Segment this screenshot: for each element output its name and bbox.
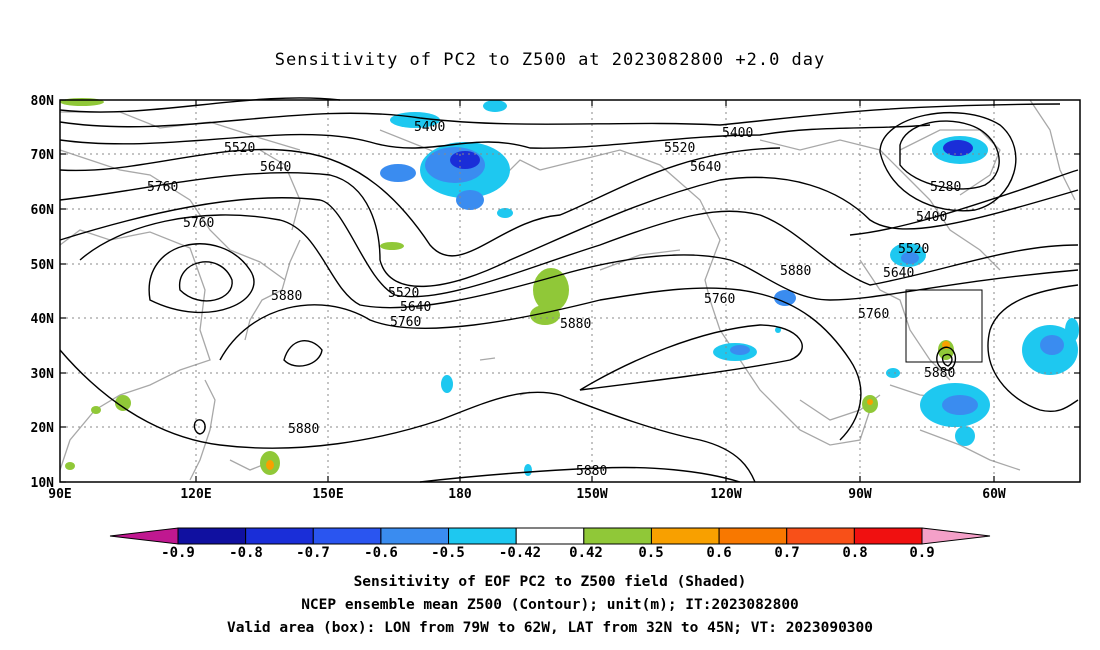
contour-label: 5880 xyxy=(576,464,607,479)
colorbar-label: 0.5 xyxy=(638,545,663,561)
contour-label: 5520 xyxy=(388,286,419,301)
lat-label-60n: 60N xyxy=(31,203,55,218)
contour-label: 5400 xyxy=(916,210,947,225)
colorbar-label: 0.42 xyxy=(569,545,603,561)
map-frame xyxy=(59,99,1081,483)
contour-label: 5520 xyxy=(224,141,255,156)
colorbar: -0.9 -0.8 -0.7 -0.6 -0.5 -0.42 0.42 0.5 … xyxy=(109,527,991,561)
contour-label: 5880 xyxy=(780,264,811,279)
lat-label-70n: 70N xyxy=(31,148,55,163)
contour-label: 5880 xyxy=(924,366,955,381)
colorbar-label: 0.8 xyxy=(842,545,867,561)
colorbar-segment xyxy=(312,527,382,545)
contour-label: 5640 xyxy=(400,300,431,315)
plot-title: Sensitivity of PC2 to Z500 at 2023082800… xyxy=(274,50,826,70)
contour-label: 5760 xyxy=(704,292,735,307)
colorbar-segment xyxy=(786,527,855,545)
graticule xyxy=(60,100,1080,482)
colorbar-segment xyxy=(380,527,450,545)
sensitivity-shading xyxy=(60,98,1079,476)
contour-label: 5400 xyxy=(414,120,445,135)
colorbar-segment xyxy=(245,527,314,545)
colorbar-label: -0.6 xyxy=(364,545,398,561)
colorbar-segment xyxy=(650,527,720,545)
lon-label-150w: 150W xyxy=(576,487,607,502)
latitude-labels: 80N 70N 60N 50N 40N 30N 20N 10N xyxy=(31,94,55,491)
contour-label: 5520 xyxy=(898,242,929,257)
contour-label: 5640 xyxy=(883,266,914,281)
caption-line-3: Valid area (box): LON from 79W to 62W, L… xyxy=(226,620,873,636)
colorbar-segment xyxy=(177,527,247,545)
contour-label: 5280 xyxy=(930,180,961,195)
longitude-labels: 90E 120E 150E 180 150W 120W 90W 60W xyxy=(48,487,1006,502)
contour-label: 5520 xyxy=(664,141,695,156)
map-panel: 5400 5400 5520 5520 5640 5640 5760 5760 … xyxy=(31,94,1081,502)
colorbar-segment xyxy=(515,527,585,545)
contour-label: 5640 xyxy=(260,160,291,175)
colorbar-high-extend xyxy=(921,527,991,545)
colorbar-low-extend xyxy=(109,527,179,545)
contour-label-group: 5400 5400 5520 5520 5640 5640 5760 5760 … xyxy=(147,120,961,479)
caption-line-2: NCEP ensemble mean Z500 (Contour); unit(… xyxy=(301,597,799,613)
lat-label-80n: 80N xyxy=(31,94,55,109)
contour-label: 5880 xyxy=(288,422,319,437)
colorbar-segment xyxy=(853,527,923,545)
contour-label: 5400 xyxy=(722,126,753,141)
colorbar-label: -0.42 xyxy=(499,545,541,561)
lat-label-20n: 20N xyxy=(31,421,55,436)
lon-label-120e: 120E xyxy=(180,487,211,502)
lon-label-90w: 90W xyxy=(848,487,872,502)
colorbar-label: 0.6 xyxy=(706,545,731,561)
lon-label-120w: 120W xyxy=(710,487,741,502)
contour-label: 5760 xyxy=(183,216,214,231)
contour-label: 5760 xyxy=(858,307,889,322)
lat-label-30n: 30N xyxy=(31,367,55,382)
colorbar-label: -0.7 xyxy=(296,545,330,561)
lon-label-150e: 150E xyxy=(312,487,343,502)
contour-label: 5880 xyxy=(271,289,302,304)
colorbar-segment xyxy=(583,527,652,545)
colorbar-label: -0.8 xyxy=(229,545,263,561)
lat-label-50n: 50N xyxy=(31,258,55,273)
colorbar-label: 0.7 xyxy=(774,545,799,561)
colorbar-label: 0.9 xyxy=(909,545,934,561)
lon-label-90e: 90E xyxy=(48,487,71,502)
lon-label-180: 180 xyxy=(448,487,472,502)
lat-label-10n: 10N xyxy=(31,476,55,491)
colorbar-label: -0.5 xyxy=(431,545,465,561)
lon-label-60w: 60W xyxy=(982,487,1006,502)
contour-label: 5760 xyxy=(147,180,178,195)
contour-label: 5760 xyxy=(390,315,421,330)
lat-label-40n: 40N xyxy=(31,312,55,327)
colorbar-labels: -0.9 -0.8 -0.7 -0.6 -0.5 -0.42 0.42 0.5 … xyxy=(161,545,935,561)
colorbar-label: -0.9 xyxy=(161,545,195,561)
colorbar-segment xyxy=(718,527,788,545)
colorbar-segment xyxy=(448,527,517,545)
colorbar-segments xyxy=(177,527,923,545)
axis-ticks xyxy=(60,99,1080,483)
contour-label: 5880 xyxy=(560,317,591,332)
caption-line-1: Sensitivity of EOF PC2 to Z500 field (Sh… xyxy=(353,574,747,590)
contour-label: 5640 xyxy=(690,160,721,175)
z500-contours xyxy=(59,97,1079,483)
valid-area-box xyxy=(905,289,983,363)
